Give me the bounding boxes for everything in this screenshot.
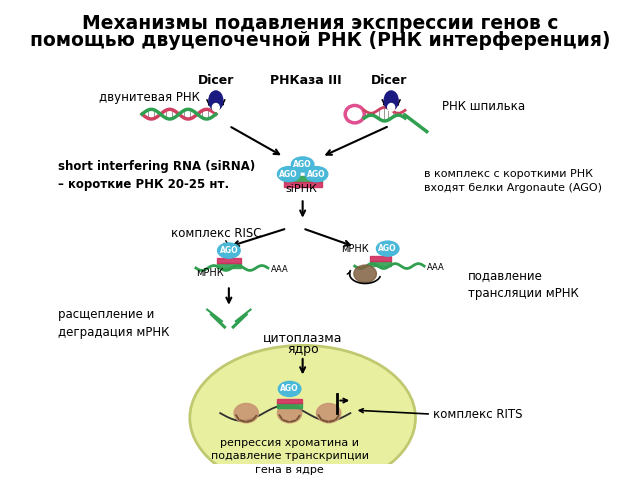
Ellipse shape bbox=[354, 265, 376, 283]
Text: AGO: AGO bbox=[293, 160, 312, 169]
Ellipse shape bbox=[218, 243, 240, 258]
Ellipse shape bbox=[278, 403, 302, 423]
Ellipse shape bbox=[190, 346, 415, 480]
Ellipse shape bbox=[291, 157, 314, 172]
Text: РНК шпилька: РНК шпилька bbox=[442, 100, 525, 113]
Bar bbox=[284, 182, 322, 187]
Ellipse shape bbox=[317, 403, 341, 423]
Text: репрессия хроматина и
подавление транскрипции
гена в ядре: репрессия хроматина и подавление транскр… bbox=[211, 438, 369, 475]
Text: Dicer: Dicer bbox=[198, 74, 234, 87]
Text: AAA: AAA bbox=[427, 264, 445, 273]
Ellipse shape bbox=[278, 167, 300, 182]
Text: в комплекс с короткими РНК
входят белки Argonaute (AGO): в комплекс с короткими РНК входят белки … bbox=[424, 169, 602, 193]
Bar bbox=[278, 403, 302, 408]
Bar bbox=[217, 258, 241, 263]
Text: двунитевая РНК: двунитевая РНК bbox=[99, 91, 200, 104]
Ellipse shape bbox=[278, 382, 301, 396]
Ellipse shape bbox=[209, 91, 223, 110]
Ellipse shape bbox=[234, 403, 259, 423]
Text: мРНК: мРНК bbox=[341, 243, 369, 253]
Bar bbox=[371, 261, 391, 266]
Text: AGO: AGO bbox=[280, 384, 299, 394]
Text: AGO: AGO bbox=[378, 244, 397, 253]
Text: short interfering RNA (siRNA)
– короткие РНК 20-25 нт.: short interfering RNA (siRNA) – короткие… bbox=[58, 160, 255, 191]
Text: цитоплазма: цитоплазма bbox=[263, 331, 342, 344]
Bar bbox=[217, 263, 241, 268]
Text: расщепление и
деградация мРНК: расщепление и деградация мРНК bbox=[58, 308, 169, 339]
Text: siРНК: siРНК bbox=[285, 183, 317, 193]
Ellipse shape bbox=[388, 104, 395, 111]
Text: ядро: ядро bbox=[287, 344, 319, 357]
Text: комплекс RITS: комплекс RITS bbox=[433, 408, 522, 420]
Ellipse shape bbox=[376, 241, 399, 256]
Text: AGO: AGO bbox=[220, 246, 238, 255]
Text: Dicer: Dicer bbox=[371, 74, 408, 87]
Text: подавление
трансляции мРНК: подавление трансляции мРНК bbox=[468, 269, 579, 300]
Text: мРНК: мРНК bbox=[196, 268, 223, 278]
Text: Механизмы подавления экспрессии генов с: Механизмы подавления экспрессии генов с bbox=[82, 13, 558, 33]
Text: помощью двуцепочечной РНК (РНК интерференция): помощью двуцепочечной РНК (РНК интерфере… bbox=[29, 31, 611, 50]
Ellipse shape bbox=[212, 104, 220, 111]
Text: AGO: AGO bbox=[307, 169, 326, 179]
Bar bbox=[284, 176, 322, 182]
Text: комплекс RISC: комплекс RISC bbox=[171, 227, 261, 240]
Text: AGO: AGO bbox=[280, 169, 298, 179]
Ellipse shape bbox=[305, 167, 328, 182]
Bar bbox=[278, 398, 302, 403]
Bar bbox=[371, 256, 391, 261]
Text: AAA: AAA bbox=[271, 265, 288, 275]
Ellipse shape bbox=[384, 91, 398, 110]
Text: РНКаза III: РНКаза III bbox=[269, 74, 341, 87]
